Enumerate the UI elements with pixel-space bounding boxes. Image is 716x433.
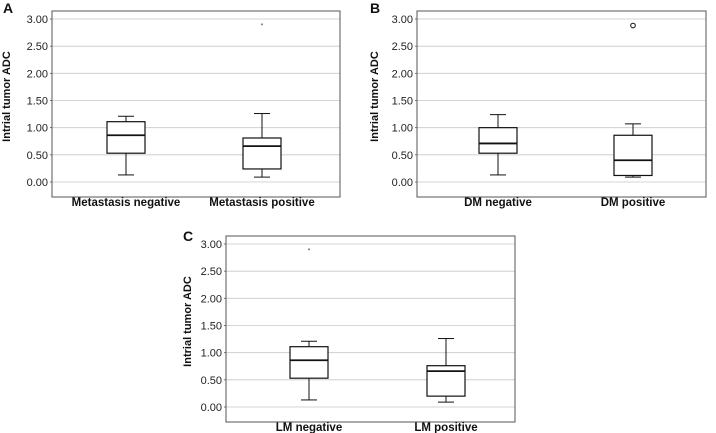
box-2 [613,22,653,178]
y-tick-label: 0.00 [392,177,413,189]
y-axis-label: Intrial tumor ADC [182,276,194,367]
y-tick-label: 1.50 [201,321,222,333]
x-category-label: DM negative [464,197,532,209]
x-category-label: DM positive [601,197,666,209]
y-tick-label: 3.00 [201,239,222,251]
y-tick-label: 1.00 [27,123,48,135]
x-category-label: LM positive [414,422,477,433]
plot-frame [225,235,516,423]
y-tick-label: 0.50 [201,375,222,387]
y-tick-label: 1.50 [27,96,48,108]
y-axis-label: Intrial tumor ADC [1,51,13,142]
box-2 [242,23,282,178]
panel-a: A 0.00 0.50 1.00 1.50 2.00 2.50 3.00 Intrial tum… [1,0,341,209]
y-tick-label: 3.00 [27,14,48,26]
box-1 [106,115,146,176]
panel-label: C [183,228,193,244]
x-category-label: Metastasis positive [209,197,314,209]
y-tick-label: 1.00 [201,348,222,360]
y-tick-label: 2.00 [201,293,222,305]
box-2 [426,338,466,403]
y-tick-label: 0.50 [27,150,48,162]
box-iqr [478,127,518,154]
box-1 [478,114,518,176]
y-tick-label: 2.00 [392,68,413,80]
y-tick-label: 0.00 [201,402,222,414]
panel-label: B [370,0,380,16]
box-iqr [242,137,282,170]
outlier-point [261,23,263,26]
y-tick-label: 0.00 [27,177,48,189]
outlier-point [630,22,636,29]
box-iqr [289,346,329,379]
x-category-label: Metastasis negative [72,197,181,209]
x-category-label: LM negative [276,422,342,433]
outlier-point [308,248,310,251]
panel-b: B 0.00 0.50 1.00 1.50 2.00 2.50 3.00 Intrial tum… [369,0,707,209]
plot-frame [416,10,707,198]
box-iqr [106,121,146,154]
y-tick-label: 2.50 [392,41,413,53]
plot-frame [51,10,341,198]
y-tick-label: 2.50 [27,41,48,53]
y-tick-label: 2.50 [201,266,222,278]
y-tick-label: 1.50 [392,96,413,108]
y-tick-label: 2.00 [27,68,48,80]
y-tick-label: 3.00 [392,14,413,26]
panel-c: C 0.00 0.50 1.00 1.50 2.00 2.50 3.00 Intrial tum… [182,228,516,433]
box-1 [289,248,329,401]
y-axis-label: Intrial tumor ADC [369,51,381,142]
y-tick-label: 1.00 [392,123,413,135]
panel-label: A [3,0,13,16]
y-tick-label: 0.50 [392,150,413,162]
box-iqr [613,134,653,177]
